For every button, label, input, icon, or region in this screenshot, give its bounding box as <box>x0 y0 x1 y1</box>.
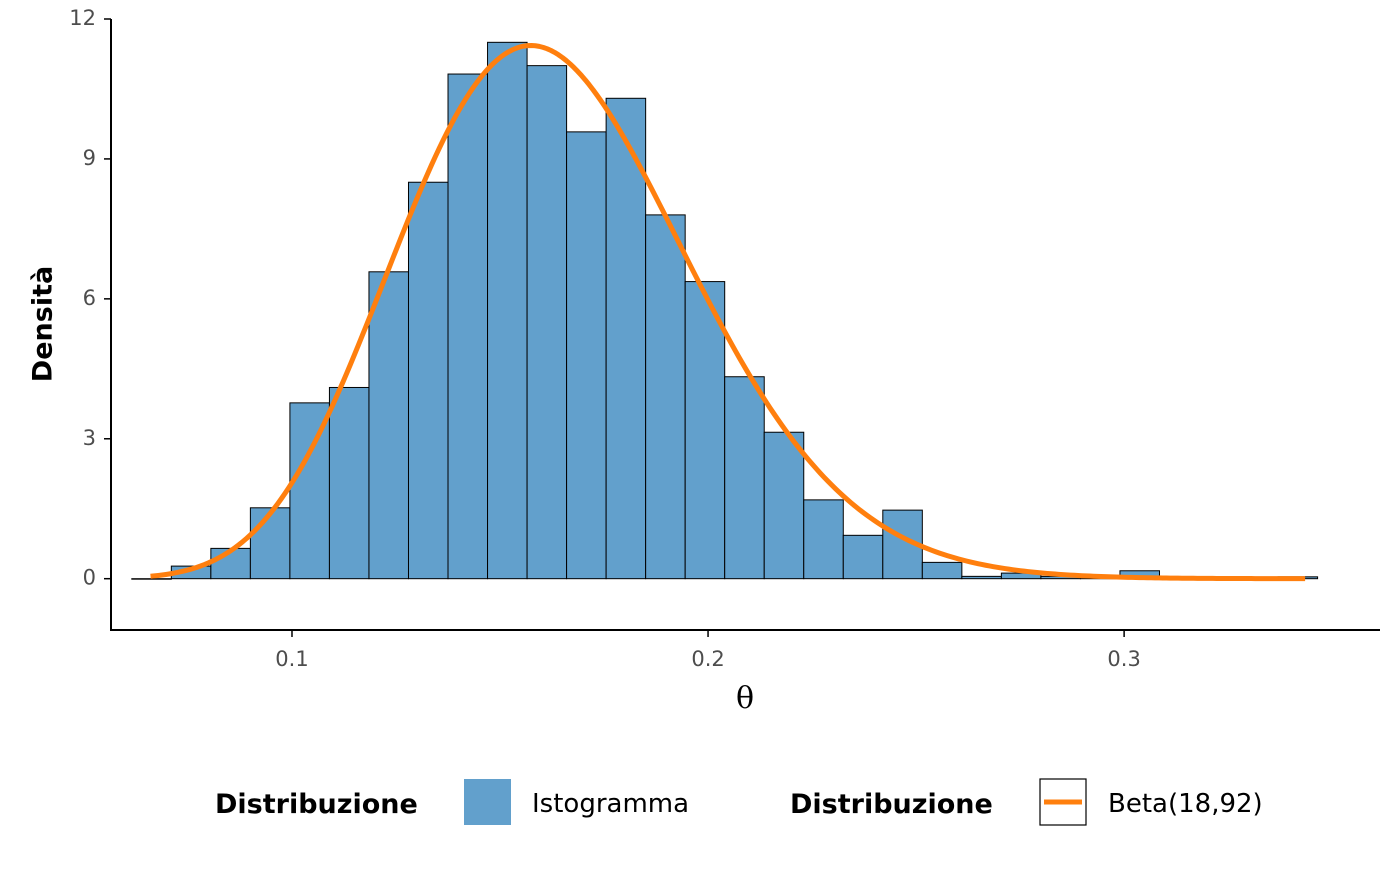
histogram-bar-7 <box>407 181 449 580</box>
y-tick-label: 9 <box>83 146 96 170</box>
histogram-bar-10 <box>526 65 568 580</box>
histogram-bar-17 <box>803 499 844 580</box>
y-tick-label: 3 <box>83 426 96 450</box>
axes <box>110 19 1380 631</box>
x-tick-label: 0.3 <box>1107 647 1140 671</box>
legend-label-beta: Beta(18,92) <box>1108 789 1263 819</box>
histogram-bar-12 <box>605 97 647 580</box>
x-tick-label: 0.1 <box>275 647 308 671</box>
histogram-bar-18 <box>842 534 884 580</box>
histogram-bars <box>131 41 1319 580</box>
y-ticks: 0 3 6 9 12 <box>69 6 111 590</box>
histogram-bar-9 <box>487 41 528 580</box>
histogram-bar-13 <box>645 214 686 580</box>
legend-title-fill: Distribuzione <box>215 789 418 820</box>
histogram-bar-0 <box>131 578 172 580</box>
histogram-bar-15 <box>724 376 765 580</box>
histogram-bar-4 <box>289 402 330 580</box>
x-axis-title: θ <box>736 681 754 716</box>
y-tick-label: 12 <box>69 6 96 30</box>
y-axis-title: Densità <box>28 266 59 382</box>
beta-density-curve <box>150 43 1306 582</box>
histogram-bar-11 <box>566 131 607 580</box>
y-tick-label: 6 <box>83 286 96 310</box>
histogram-bar-5 <box>328 386 370 580</box>
x-ticks: 0.1 0.2 0.3 <box>275 630 1141 671</box>
histogram-bar-6 <box>368 271 409 580</box>
y-tick-label: 0 <box>83 566 96 590</box>
histogram-bar-20 <box>921 561 963 580</box>
legend-label-istogramma: Istogramma <box>532 789 689 819</box>
x-tick-label: 0.2 <box>691 647 724 671</box>
density-curve-layer <box>150 43 1306 582</box>
legend: Distribuzione Istogramma Distribuzione B… <box>215 778 1263 826</box>
histogram-bar-16 <box>763 431 805 580</box>
histogram-bar-14 <box>684 281 726 580</box>
histogram-bar-8 <box>447 73 489 580</box>
histogram-bar-21 <box>961 575 1002 580</box>
histogram-bar-3 <box>249 507 291 580</box>
legend-key-fill <box>464 779 511 825</box>
legend-title-line: Distribuzione <box>790 789 993 820</box>
